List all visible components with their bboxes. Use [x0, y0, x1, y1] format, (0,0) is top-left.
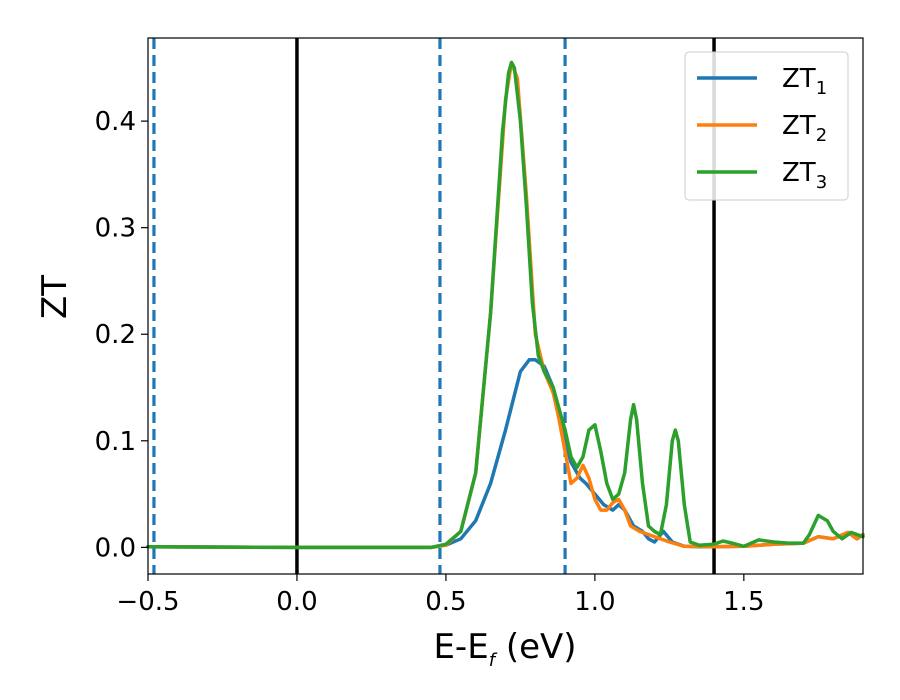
x-tick-label: −0.5 — [116, 587, 179, 617]
y-axis-title: ZT — [35, 275, 75, 319]
legend: ZT1 ZT2 ZT3 — [684, 51, 849, 201]
x-axis-title: E-Ef (eV) — [433, 627, 576, 671]
x-tick-label: 1.5 — [723, 587, 764, 617]
legend-label-zt1: ZT1 — [782, 64, 827, 99]
reference-lines — [152, 38, 716, 574]
y-tick-label: 0.3 — [95, 214, 136, 244]
legend-label-zt3: ZT3 — [782, 158, 827, 193]
y-tick-label: 0.4 — [95, 107, 136, 137]
x-axis-ticks: −0.5 0.0 0.5 1.0 1.5 — [116, 574, 765, 617]
series-line-zt1 — [146, 358, 865, 550]
legend-label-zt2: ZT2 — [782, 111, 827, 146]
legend-box — [684, 51, 849, 201]
plot-frame — [147, 37, 864, 575]
x-tick-label: 0.0 — [276, 587, 317, 617]
x-tick-label: 0.5 — [425, 587, 466, 617]
y-tick-label: 0.0 — [95, 533, 136, 563]
y-tick-label: 0.1 — [95, 427, 136, 457]
series-lines — [146, 60, 865, 550]
y-tick-label: 0.2 — [95, 320, 136, 350]
y-axis-ticks: 0.0 0.1 0.2 0.3 0.4 — [95, 107, 148, 563]
x-tick-label: 1.0 — [574, 587, 615, 617]
series-line-zt3 — [146, 60, 865, 550]
